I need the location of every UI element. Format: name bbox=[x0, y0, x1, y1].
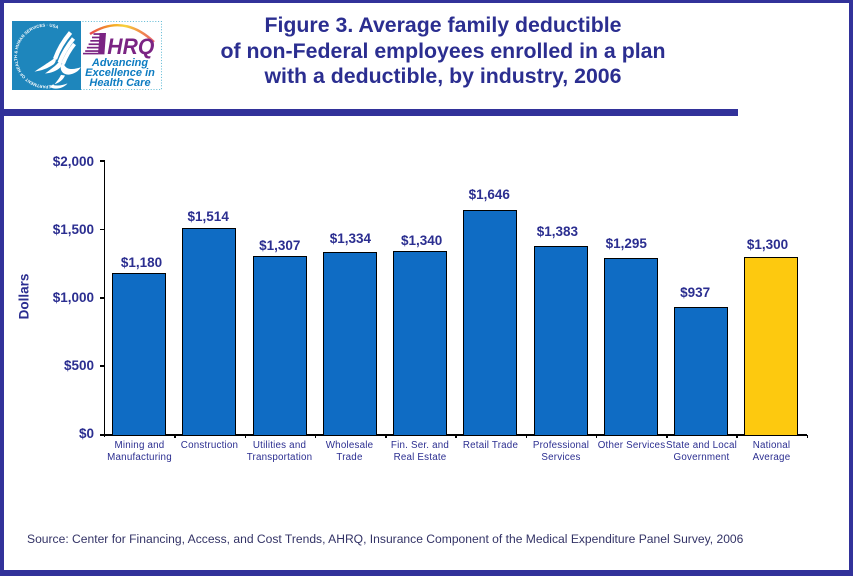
svg-text:Health Care: Health Care bbox=[89, 77, 150, 89]
svg-text:HRQ: HRQ bbox=[107, 34, 154, 59]
svg-text:Excellence in: Excellence in bbox=[85, 67, 155, 79]
svg-text:Advancing: Advancing bbox=[91, 57, 149, 69]
